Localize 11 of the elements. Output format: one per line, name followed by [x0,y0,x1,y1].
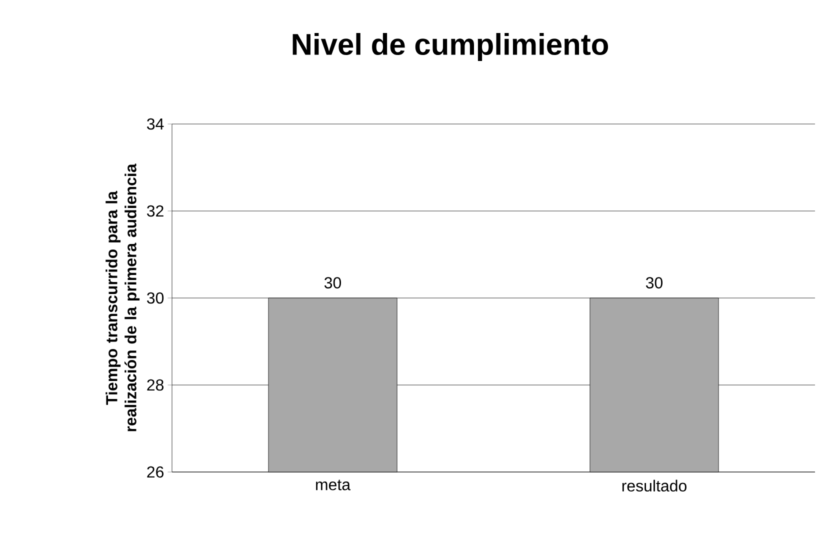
chart-title: Nivel de cumplimiento [292,33,608,61]
y-tick-label: 28 [147,379,164,391]
data-label: 30 [646,277,663,288]
x-tick-label: resultado [622,480,686,492]
y-tick-label: 30 [147,292,164,304]
y-tick-label: 34 [147,118,164,130]
y-axis-title: Tiempo transcurrido para la realización de la primera audiencia [106,164,140,432]
y-tick-label: 26 [147,466,164,478]
y-tick-label: 32 [147,205,164,217]
data-label: 30 [324,277,342,288]
x-tick-label: meta [316,480,351,490]
